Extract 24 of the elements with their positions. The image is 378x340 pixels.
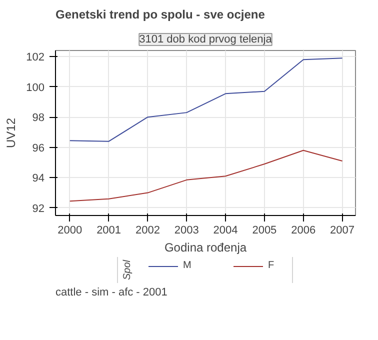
y-tick-label: 92 bbox=[32, 202, 45, 215]
legend-title: Spol bbox=[122, 260, 133, 280]
x-tick-label: 2007 bbox=[330, 224, 355, 236]
legend-label: M bbox=[183, 260, 192, 271]
chart-subtitle: 3101 dob kod prvog telenja bbox=[139, 34, 273, 46]
y-tick-label: 96 bbox=[32, 142, 45, 154]
text: cattle - sim - afc - 2001 bbox=[56, 286, 168, 298]
y-tick-label: 102 bbox=[26, 52, 45, 64]
chart-title: Genetski trend po spolu - sve ocjene bbox=[56, 8, 266, 22]
x-tick-label: 2001 bbox=[96, 224, 122, 236]
x-tick-label: 2004 bbox=[213, 224, 238, 236]
x-tick-label: 2002 bbox=[135, 224, 160, 236]
x-axis-title: Godina rođenja bbox=[164, 240, 247, 254]
y-tick-label: 98 bbox=[32, 112, 45, 124]
line-series bbox=[69, 58, 343, 142]
x-tick-label: 2000 bbox=[58, 224, 82, 236]
y-axis-title: UV12 bbox=[4, 118, 18, 148]
x-tick-label: 2003 bbox=[174, 224, 199, 236]
x-tick-label: 2006 bbox=[291, 224, 316, 236]
line-series bbox=[69, 150, 343, 202]
y-tick-label: 100 bbox=[26, 82, 45, 94]
y-tick-label: 94 bbox=[32, 172, 45, 185]
legend-label: F bbox=[268, 260, 276, 271]
x-tick-label: 2005 bbox=[252, 224, 277, 236]
